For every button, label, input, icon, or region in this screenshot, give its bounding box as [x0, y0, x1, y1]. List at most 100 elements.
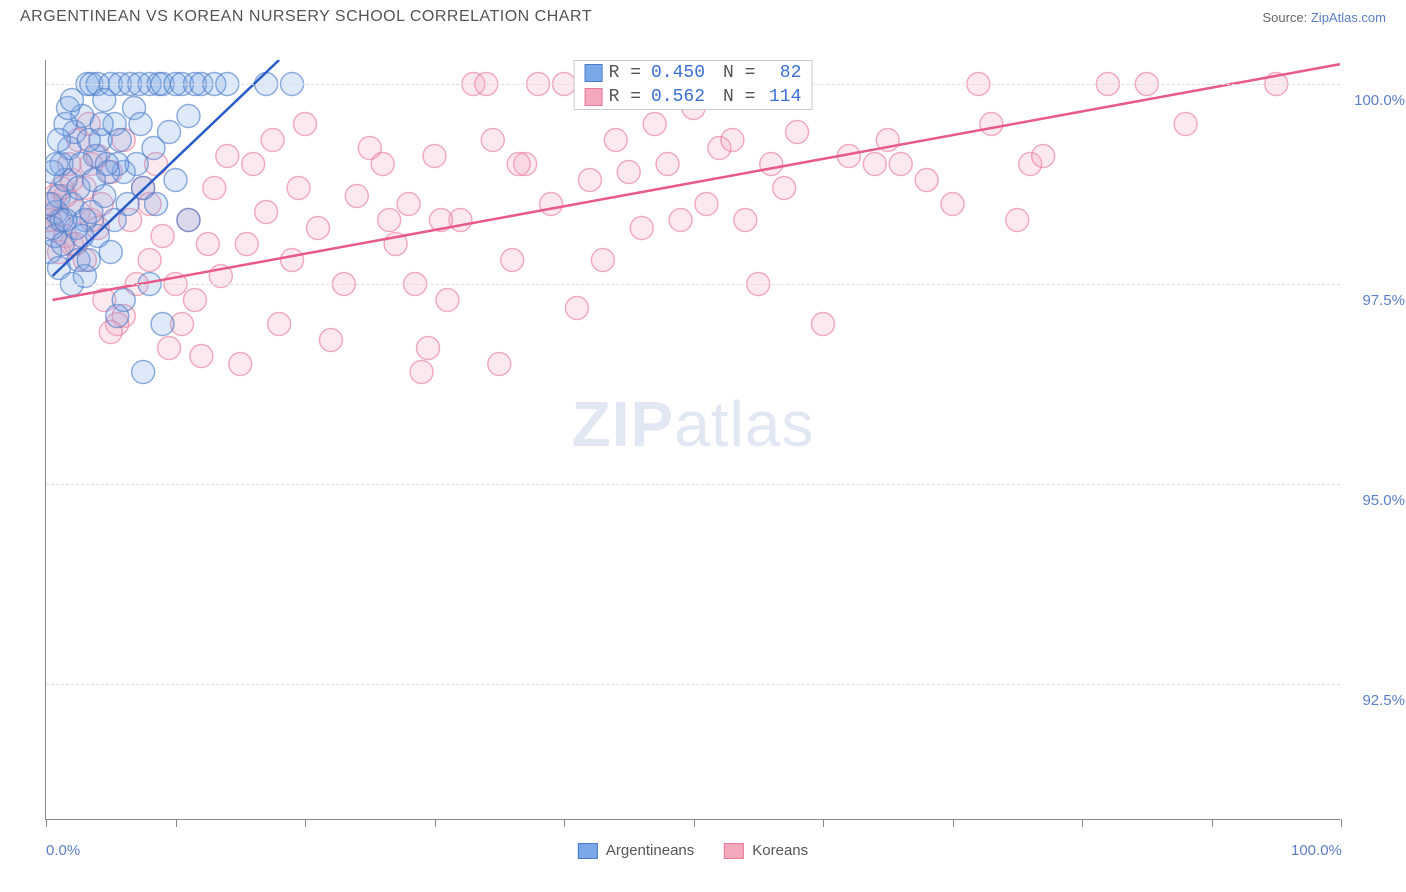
scatter-point	[773, 177, 796, 200]
scatter-point	[151, 225, 174, 248]
scatter-point	[578, 169, 601, 192]
swatch-argentineans	[585, 64, 603, 82]
scatter-point	[151, 313, 174, 336]
scatter-point	[889, 153, 912, 176]
legend-stats: R = 0.450 N = 82 R = 0.562 N = 114	[574, 60, 813, 110]
scatter-point	[915, 169, 938, 192]
n-label: N =	[723, 63, 755, 83]
scatter-point	[980, 113, 1003, 136]
swatch-argentineans-icon	[578, 843, 598, 859]
scatter-point	[255, 201, 278, 224]
legend-row-argentineans: R = 0.450 N = 82	[575, 61, 812, 85]
scatter-point	[617, 161, 640, 184]
scatter-point	[129, 113, 152, 136]
r-value-koreans: 0.562	[651, 87, 705, 107]
source-link[interactable]: ZipAtlas.com	[1311, 10, 1386, 25]
y-tick-label: 95.0%	[1362, 492, 1405, 509]
scatter-point	[540, 193, 563, 216]
source-prefix: Source:	[1262, 10, 1310, 25]
scatter-point	[268, 313, 291, 336]
x-tick-label: 100.0%	[1291, 842, 1342, 859]
scatter-point	[941, 193, 964, 216]
scatter-point	[138, 249, 161, 272]
scatter-point	[319, 329, 342, 352]
scatter-point	[281, 249, 304, 272]
scatter-point	[216, 145, 239, 168]
scatter-point	[656, 153, 679, 176]
scatter-point	[108, 129, 131, 152]
scatter-point	[695, 193, 718, 216]
x-tick-label: 0.0%	[46, 842, 80, 859]
scatter-point	[1006, 209, 1029, 232]
scatter-point	[669, 209, 692, 232]
scatter-point	[488, 353, 511, 376]
scatter-point	[345, 185, 368, 208]
scatter-point	[371, 153, 394, 176]
y-tick-label: 100.0%	[1354, 92, 1405, 109]
scatter-point	[423, 145, 446, 168]
scatter-point	[164, 169, 187, 192]
scatter-point	[183, 289, 206, 312]
scatter-point	[507, 153, 530, 176]
scatter-point	[47, 129, 70, 152]
scatter-point	[630, 217, 653, 240]
chart-title: ARGENTINEAN VS KOREAN NURSERY SCHOOL COR…	[20, 8, 592, 26]
scatter-point	[760, 153, 783, 176]
scatter-point	[196, 233, 219, 256]
legend-item-argentineans: Argentineans	[578, 842, 694, 859]
legend-label-argentineans: Argentineans	[606, 842, 694, 859]
scatter-point	[591, 249, 614, 272]
scatter-point	[378, 209, 401, 232]
scatter-point	[481, 129, 504, 152]
n-label: N =	[723, 87, 755, 107]
scatter-point	[145, 193, 168, 216]
legend-bottom: Argentineans Koreans	[578, 842, 808, 859]
scatter-point	[294, 113, 317, 136]
scatter-point	[99, 241, 122, 264]
scatter-point	[397, 193, 420, 216]
plot-svg	[46, 60, 1340, 819]
scatter-point	[95, 153, 118, 176]
scatter-point	[203, 177, 226, 200]
scatter-point	[306, 217, 329, 240]
scatter-point	[863, 153, 886, 176]
scatter-point	[1032, 145, 1055, 168]
y-tick-label: 92.5%	[1362, 692, 1405, 709]
r-value-argentineans: 0.450	[651, 63, 705, 83]
source-text: Source: ZipAtlas.com	[1262, 10, 1386, 25]
scatter-point	[46, 153, 68, 176]
scatter-point	[287, 177, 310, 200]
scatter-point	[436, 289, 459, 312]
r-label: R =	[609, 63, 641, 83]
scatter-point	[177, 209, 200, 232]
y-tick-label: 97.5%	[1362, 292, 1405, 309]
scatter-point	[177, 105, 200, 128]
swatch-koreans-icon	[724, 843, 744, 859]
scatter-point	[786, 121, 809, 144]
scatter-point	[261, 129, 284, 152]
scatter-point	[242, 153, 265, 176]
scatter-point	[721, 129, 744, 152]
scatter-point	[410, 361, 433, 384]
legend-item-koreans: Koreans	[724, 842, 808, 859]
n-value-koreans: 114	[765, 87, 801, 107]
scatter-point	[604, 129, 627, 152]
scatter-point	[158, 121, 181, 144]
scatter-point	[643, 113, 666, 136]
legend-row-koreans: R = 0.562 N = 114	[575, 85, 812, 109]
swatch-koreans	[585, 88, 603, 106]
scatter-point	[812, 313, 835, 336]
scatter-point	[235, 233, 258, 256]
scatter-point	[190, 345, 213, 368]
scatter-point	[90, 113, 113, 136]
scatter-point	[1174, 113, 1197, 136]
scatter-point	[71, 225, 94, 248]
scatter-point	[501, 249, 524, 272]
scatter-point	[77, 249, 100, 272]
scatter-point	[158, 337, 181, 360]
scatter-point	[132, 361, 155, 384]
scatter-point	[112, 289, 135, 312]
scatter-point	[60, 89, 83, 112]
legend-label-koreans: Koreans	[752, 842, 808, 859]
n-value-argentineans: 82	[765, 63, 801, 83]
